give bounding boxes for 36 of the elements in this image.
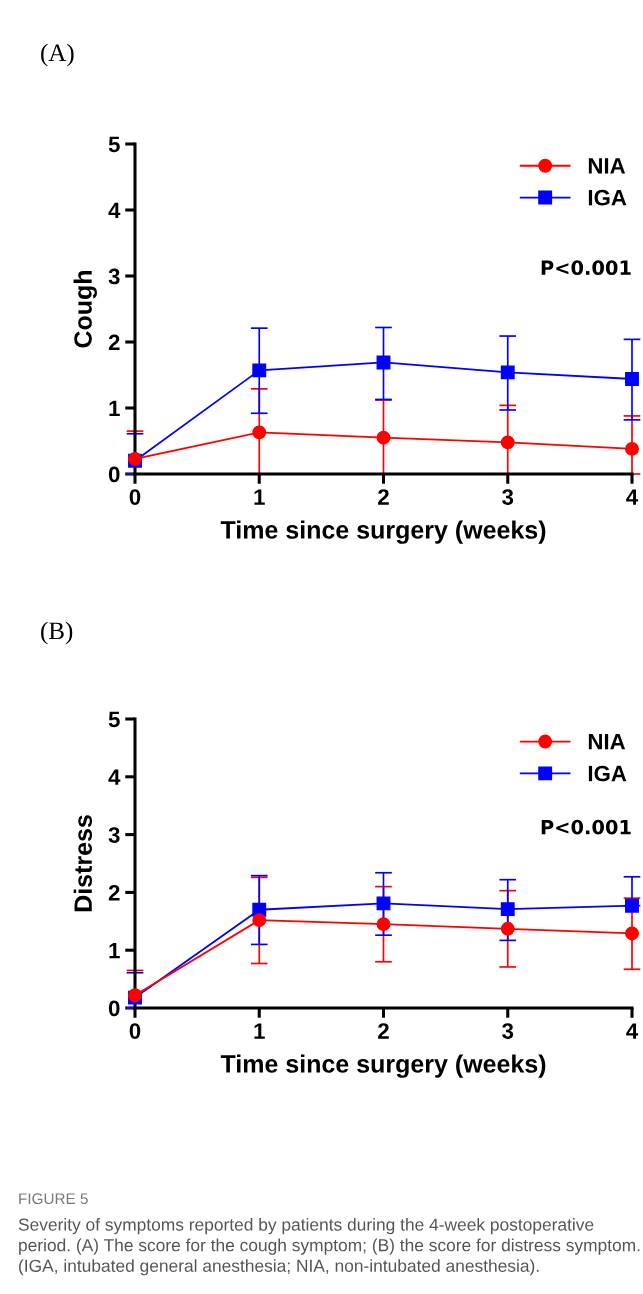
y-tick-label: 2 [108,884,120,901]
y-axis-title: Distress [73,815,93,912]
y-tick-label: 5 [108,136,120,153]
caption: FIGURE 5 [19,1193,88,1205]
y-tick-label: 4 [108,202,121,219]
x-tick-label: 4 [626,1023,639,1039]
x-tick-label: 2 [378,489,389,505]
y-tick-label: 3 [108,268,120,285]
y-tick-label: 1 [109,400,120,417]
chart-title: (A) [41,43,74,67]
x-tick-label: 0 [129,489,141,505]
chart-title: (B) [41,621,73,645]
x-axis-title: Time since surgery (weeks) [220,520,546,544]
annotation: P<0.001 [541,819,631,835]
y-tick-label: 4 [108,769,121,785]
x-axis-title: Time since surgery (weeks) [220,1054,546,1078]
y-tick-label: 1 [109,942,120,959]
x-tick-label: 2 [378,1023,389,1039]
x-tick-label: 1 [254,489,265,505]
x-tick-label: 4 [626,489,639,505]
annotation: P<0.001 [541,260,631,276]
y-tick-label: 3 [108,827,120,843]
x-tick-label: 3 [502,489,514,505]
y-tick-label: 5 [108,711,120,728]
y-tick-label: 0 [108,1000,120,1017]
x-tick-label: 0 [129,1023,141,1039]
y-axis-title: Cough [73,270,97,348]
y-tick-label: 0 [108,466,120,483]
x-tick-label: 3 [502,1023,514,1039]
legend-label: NIA [588,734,626,750]
y-tick-label: 2 [108,334,120,351]
legend-label: NIA [588,158,626,174]
legend-label: IGA [588,189,627,206]
legend-label: IGA [588,765,627,782]
text: Severity of symptoms reported by patients during the 4-week postoperative period. (A) The score for the cough symptom; (B) the score for distress symptom. (IGA, intubated general anesthesia; NIA, non-intubated anesthesia). [18,1218,640,1276]
x-tick-label: 1 [254,1023,265,1039]
